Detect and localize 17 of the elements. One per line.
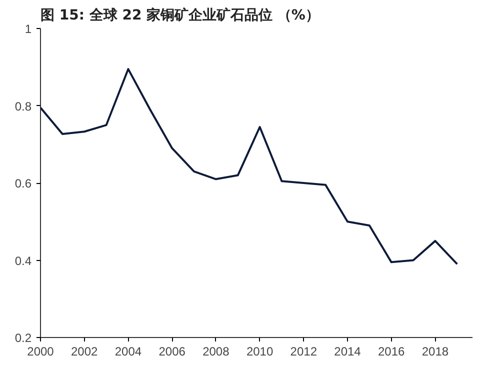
chart-title: 图 15: 全球 22 家铜矿企业矿石品位 （%） [40, 6, 320, 24]
y-tick-label: 0.2 [14, 331, 32, 345]
x-tick-label: 2000 [27, 344, 54, 358]
x-tick-label: 2004 [114, 344, 142, 358]
x-tick-label: 2008 [202, 344, 230, 358]
y-tick-label: 0.6 [14, 176, 32, 190]
x-tick-label: 2002 [71, 344, 98, 358]
x-tick-label: 2010 [246, 344, 274, 358]
x-tick-label: 2016 [378, 344, 406, 358]
x-tick-label: 2012 [290, 344, 318, 358]
y-tick-label: 0.4 [14, 254, 32, 268]
line-series [40, 68, 458, 266]
y-tick-label: 1 [24, 22, 32, 36]
x-tick-label: 2006 [158, 344, 186, 358]
x-tick-label: 2014 [334, 344, 362, 358]
x-tick-label: 2018 [422, 344, 449, 358]
y-tick-label: 0.8 [14, 99, 32, 114]
